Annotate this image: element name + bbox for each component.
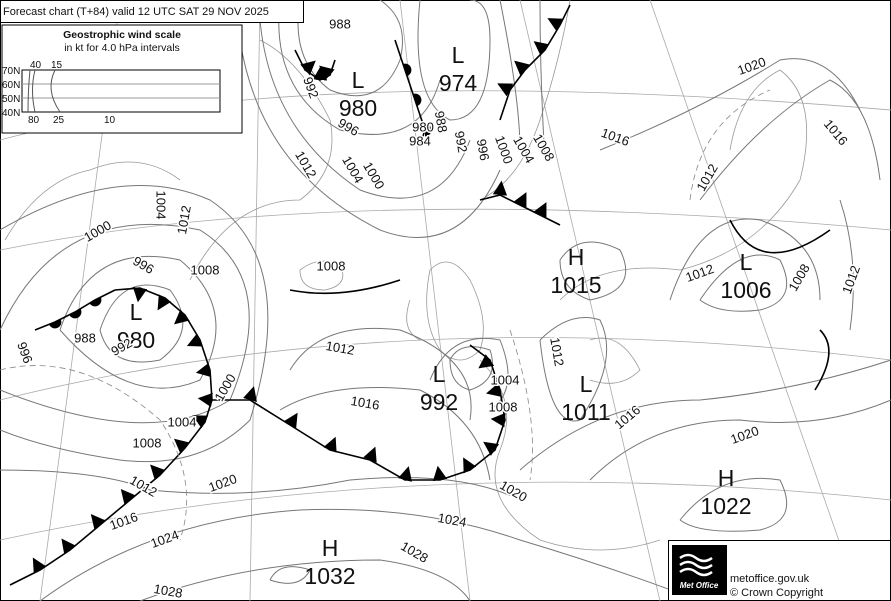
wind-scale-grid: [21, 69, 221, 113]
latitude-label: 70N: [2, 66, 20, 77]
isobar-label: 1012: [174, 204, 194, 235]
centre-type: L: [452, 42, 465, 68]
centre-pressure: 1011: [561, 399, 610, 425]
centre-pressure: 1032: [304, 563, 355, 589]
fronts: [0, 4, 831, 586]
isobar-label: 988: [329, 16, 351, 31]
centre-type: H: [322, 535, 339, 561]
centre-pressure: 1006: [720, 277, 771, 303]
centre-type: L: [130, 299, 143, 325]
latitude-label: 50N: [2, 94, 20, 105]
centre-type: L: [580, 371, 593, 397]
chart-header: Forecast chart (T+84) valid 12 UTC SAT 2…: [3, 6, 269, 18]
isobar-label: 1004: [168, 414, 197, 429]
credits: Met Office metoffice.gov.uk © Crown Copy…: [668, 540, 891, 601]
wind-scale-title: Geostrophic wind scale: [63, 29, 181, 41]
speed-label: 40: [30, 60, 42, 71]
centre-pressure: 1015: [550, 272, 601, 298]
speed-label: 25: [53, 115, 65, 126]
isobar-label: 1012: [325, 338, 356, 358]
isobar-label: 980: [412, 119, 434, 134]
isobar-label: 996: [474, 138, 493, 162]
wind-scale-curve: [27, 69, 61, 113]
centre-type: H: [568, 244, 585, 270]
isobar-label: 992: [452, 130, 471, 154]
isobar-label: 1008: [133, 435, 162, 450]
speed-label: 10: [104, 115, 116, 126]
centre-pressure: 992: [420, 389, 458, 415]
speed-label: 80: [28, 115, 40, 126]
isobar-label: 1024: [437, 510, 468, 530]
site-link[interactable]: metoffice.gov.uk: [730, 573, 810, 585]
isobar-label: 988: [74, 330, 96, 345]
isobar-label: 984: [409, 133, 431, 148]
wind-scale-subtitle: in kt for 4.0 hPa intervals: [64, 42, 180, 54]
isobar-label: 1012: [547, 336, 567, 367]
centre-pressure: 1022: [700, 493, 751, 519]
header-box: [0, 0, 304, 23]
isobar-label: 1004: [491, 372, 520, 387]
logo-text: Met Office: [680, 581, 719, 590]
latitude-label: 60N: [2, 80, 20, 91]
centre-pressure: 980: [117, 327, 155, 353]
copyright: © Crown Copyright: [730, 587, 823, 599]
isobar-label: 1004: [154, 191, 169, 220]
speed-label: 15: [51, 60, 63, 71]
centre-pressure: 980: [339, 95, 377, 121]
latitude-label: 40N: [2, 108, 20, 119]
wind-scale: Geostrophic wind scale in kt for 4.0 hPa…: [1, 24, 243, 134]
isobar-label: 1008: [191, 262, 220, 277]
isobar-label: 1016: [350, 393, 381, 413]
centre-type: L: [433, 361, 446, 387]
logo-waves: [679, 553, 713, 577]
centre-type: L: [352, 67, 365, 93]
isobar-label: 988: [432, 110, 451, 134]
isobar-label: 1028: [153, 581, 184, 601]
centre-pressure: 974: [439, 70, 478, 96]
isobar-label: 1008: [489, 399, 518, 414]
centre-type: H: [718, 465, 735, 491]
isobar-label: 1008: [317, 258, 346, 273]
centre-type: L: [740, 249, 753, 275]
